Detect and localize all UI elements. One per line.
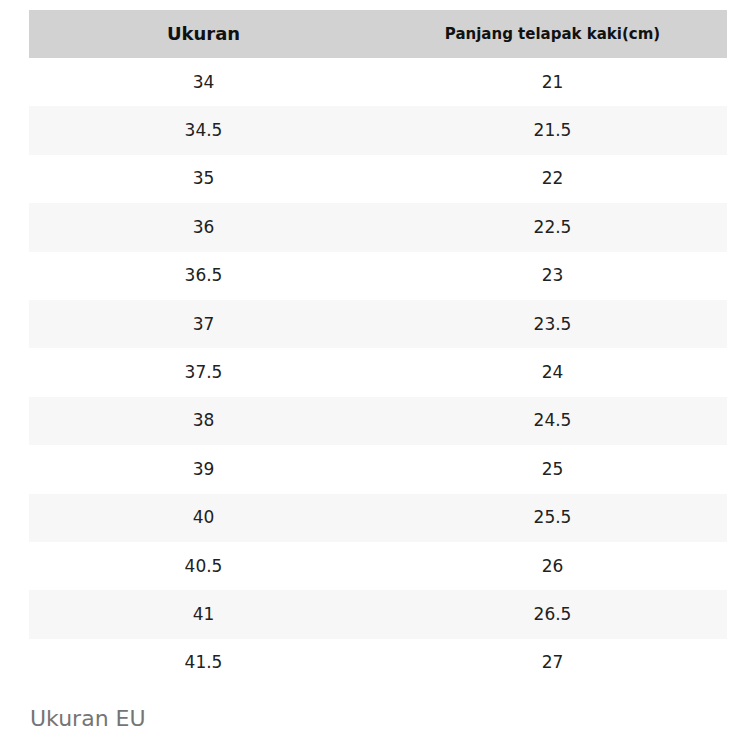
column-header-size: Ukuran — [29, 25, 378, 43]
table-row: 40.5 26 — [29, 542, 727, 590]
foot-length-cell: 25 — [378, 461, 727, 478]
table-row: 38 24.5 — [29, 397, 727, 445]
table-caption: Ukuran EU — [30, 706, 146, 731]
size-cell: 34.5 — [29, 122, 378, 139]
size-cell: 40.5 — [29, 558, 378, 575]
size-chart-table: Ukuran Panjang telapak kaki(cm) 34 21 34… — [29, 10, 727, 687]
size-cell: 37.5 — [29, 364, 378, 381]
table-row: 36.5 23 — [29, 252, 727, 300]
table-row: 37 23.5 — [29, 300, 727, 348]
table-row: 34.5 21.5 — [29, 106, 727, 154]
table-header-row: Ukuran Panjang telapak kaki(cm) — [29, 10, 727, 58]
column-header-foot-length: Panjang telapak kaki(cm) — [378, 27, 727, 42]
foot-length-cell: 23.5 — [378, 316, 727, 333]
size-cell: 37 — [29, 316, 378, 333]
foot-length-cell: 23 — [378, 267, 727, 284]
size-cell: 39 — [29, 461, 378, 478]
foot-length-cell: 22.5 — [378, 219, 727, 236]
table-row: 35 22 — [29, 155, 727, 203]
foot-length-cell: 24.5 — [378, 412, 727, 429]
foot-length-cell: 22 — [378, 170, 727, 187]
size-cell: 41.5 — [29, 654, 378, 671]
foot-length-cell: 25.5 — [378, 509, 727, 526]
table-body: 34 21 34.5 21.5 35 22 36 22.5 36.5 23 37… — [29, 58, 727, 687]
size-cell: 40 — [29, 509, 378, 526]
foot-length-cell: 26.5 — [378, 606, 727, 623]
size-cell: 41 — [29, 606, 378, 623]
foot-length-cell: 21.5 — [378, 122, 727, 139]
foot-length-cell: 27 — [378, 654, 727, 671]
foot-length-cell: 21 — [378, 74, 727, 91]
table-row: 37.5 24 — [29, 348, 727, 396]
size-cell: 38 — [29, 412, 378, 429]
foot-length-cell: 24 — [378, 364, 727, 381]
foot-length-cell: 26 — [378, 558, 727, 575]
table-row: 41 26.5 — [29, 590, 727, 638]
table-row: 36 22.5 — [29, 203, 727, 251]
table-row: 34 21 — [29, 58, 727, 106]
table-row: 41.5 27 — [29, 639, 727, 687]
table-row: 40 25.5 — [29, 494, 727, 542]
size-cell: 36 — [29, 219, 378, 236]
size-cell: 34 — [29, 74, 378, 91]
table-row: 39 25 — [29, 445, 727, 493]
size-cell: 35 — [29, 170, 378, 187]
size-cell: 36.5 — [29, 267, 378, 284]
